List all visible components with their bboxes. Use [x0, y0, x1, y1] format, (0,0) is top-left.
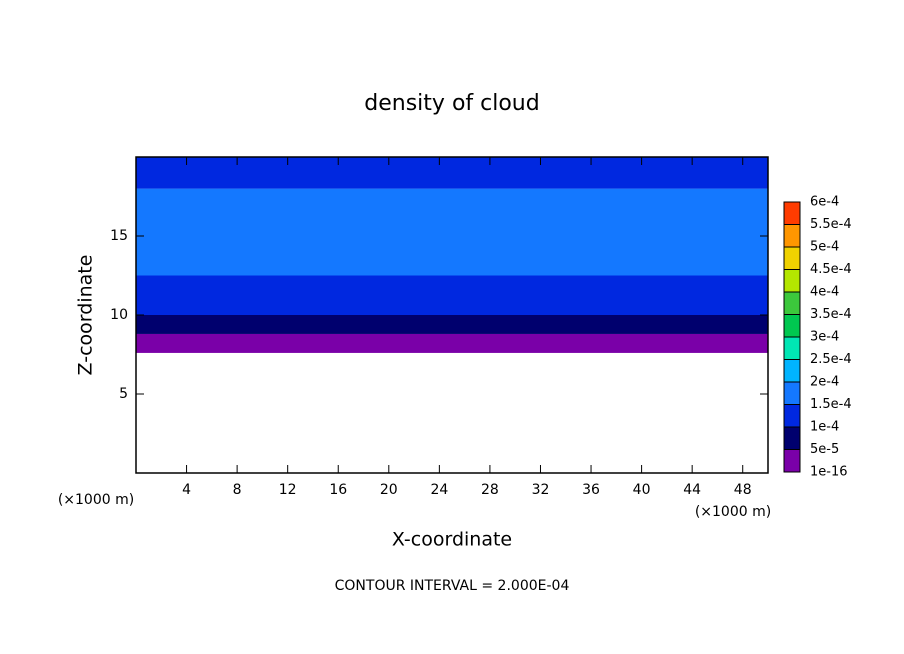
- colorbar-label: 3e-4: [810, 330, 839, 345]
- x-tick-label: 40: [633, 482, 651, 498]
- colorbar-box: [783, 246, 801, 270]
- colorbar-box: [783, 336, 801, 360]
- colorbar-label: 6e-4: [810, 195, 839, 210]
- contour-band: [136, 315, 768, 334]
- x-tick-label: 16: [329, 482, 347, 498]
- contour-band: [136, 188, 768, 276]
- chart-title: density of cloud: [364, 91, 539, 116]
- colorbar-label: 2e-4: [810, 375, 839, 390]
- x-tick-label: 24: [430, 482, 448, 498]
- colorbar-label: 1e-16: [810, 465, 848, 480]
- x-tick-label: 36: [582, 482, 600, 498]
- x-tick-label: 32: [532, 482, 550, 498]
- colorbar-label: 2.5e-4: [810, 352, 852, 367]
- colorbar-box: [783, 291, 801, 315]
- contour-band: [136, 275, 768, 315]
- x-axis-label: X-coordinate: [392, 529, 512, 551]
- y-axis-label: Z-coordinate: [75, 255, 97, 376]
- x-tick-label: 12: [279, 482, 297, 498]
- colorbar-box: [783, 224, 801, 248]
- colorbar-box: [783, 426, 801, 450]
- x-tick-label: 20: [380, 482, 398, 498]
- colorbar-box: [783, 314, 801, 338]
- x-tick-label: 44: [683, 482, 701, 498]
- x-tick-label: 48: [734, 482, 752, 498]
- colorbar-box: [783, 359, 801, 383]
- y-tick-label: 5: [119, 386, 128, 402]
- colorbar-box: [783, 449, 801, 473]
- x-unit: (×1000 m): [58, 492, 134, 508]
- contour-band: [136, 333, 768, 353]
- colorbar-label: 3.5e-4: [810, 307, 852, 322]
- colorbar-label: 1.5e-4: [810, 397, 852, 412]
- colorbar-label: 4.5e-4: [810, 262, 852, 277]
- y-tick-label: 15: [110, 228, 128, 244]
- x-tick-label: 4: [182, 482, 191, 498]
- contour-band: [136, 157, 768, 189]
- colorbar-box: [783, 269, 801, 293]
- colorbar-label: 5e-4: [810, 240, 839, 255]
- colorbar-box: [783, 381, 801, 405]
- colorbar-label: 4e-4: [810, 285, 839, 300]
- x-tick-label: 8: [233, 482, 242, 498]
- colorbar-box: [783, 201, 801, 225]
- colorbar-label: 1e-4: [810, 420, 839, 435]
- footer: CONTOUR INTERVAL = 2.000E-04: [335, 578, 570, 594]
- colorbar-label: 5e-5: [810, 442, 839, 457]
- colorbar-label: 5.5e-4: [810, 217, 852, 232]
- x-unit: (×1000 m): [695, 504, 771, 520]
- x-tick-label: 28: [481, 482, 499, 498]
- y-tick-label: 10: [110, 307, 128, 323]
- colorbar-box: [783, 404, 801, 428]
